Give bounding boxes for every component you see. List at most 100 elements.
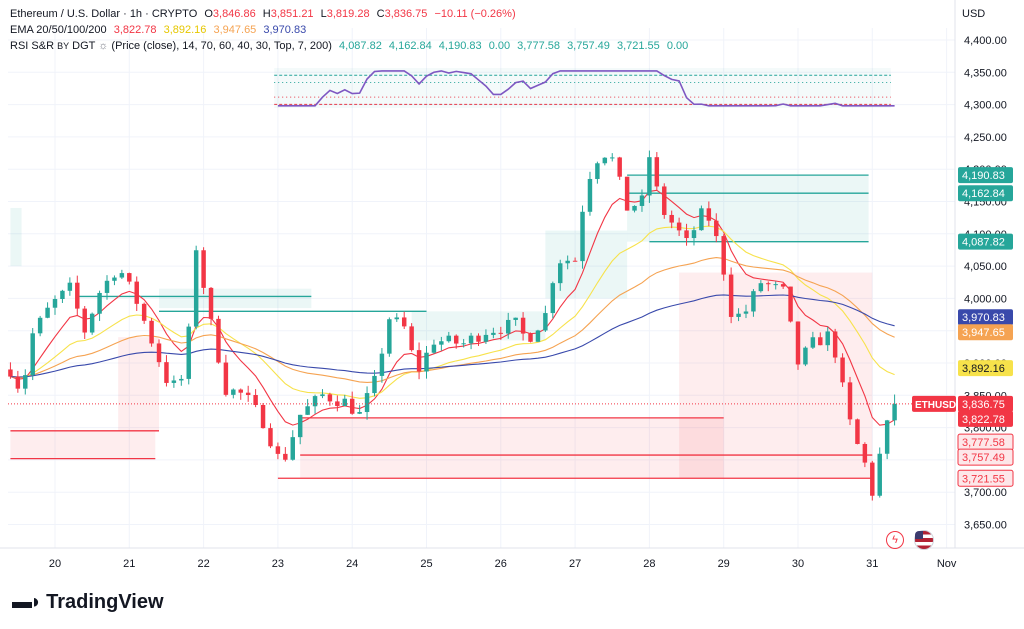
candle-body <box>855 419 860 444</box>
ema-label[interactable]: EMA 20/50/100/200 <box>10 24 107 36</box>
candle <box>840 353 845 387</box>
price-label-ema100: 3,947.65 <box>958 324 1013 341</box>
price-label-box <box>957 448 1014 466</box>
high-label: H <box>262 8 271 20</box>
tradingview-brand[interactable]: ▬◗ TradingView <box>12 591 164 614</box>
candle-body <box>379 353 385 376</box>
candle-body <box>632 205 637 211</box>
candle-body <box>491 332 496 335</box>
x-tick-label: 22 <box>197 558 209 570</box>
candle <box>580 205 585 269</box>
candle-body <box>275 446 281 454</box>
price-label-resistance: 3,721.55 <box>957 469 1014 487</box>
candle <box>216 315 221 364</box>
candle <box>186 323 191 385</box>
x-tick-label: 29 <box>718 558 730 570</box>
rsi-pane <box>274 68 895 108</box>
symbol-title[interactable]: Ethereum / U.S. Dollar · 1h · CRYPTO <box>10 8 198 20</box>
candle-body <box>758 283 764 292</box>
currency-label[interactable]: USD <box>962 8 986 20</box>
candle-body <box>320 394 325 397</box>
candle-body <box>602 157 608 164</box>
price-label-text: 3,836.75 <box>962 399 1005 411</box>
candle-body <box>706 208 712 221</box>
candle <box>461 338 466 348</box>
candle-body <box>766 283 771 285</box>
sr-zones <box>10 175 873 479</box>
candle <box>847 376 853 426</box>
lightning-icon[interactable]: ϟ <box>886 531 904 549</box>
candle <box>676 217 682 237</box>
candle-body <box>468 335 474 344</box>
sr-label[interactable]: RSI S&R <box>10 40 55 52</box>
candle <box>884 419 890 460</box>
candle-body <box>610 157 615 159</box>
candle <box>424 345 429 379</box>
candle <box>758 280 764 293</box>
candle <box>245 385 251 402</box>
candle <box>587 171 593 216</box>
sr-row: RSI S&R BY DGT ☼ (Price (close), 14, 70,… <box>10 38 688 54</box>
candle-body <box>89 313 95 333</box>
candle <box>483 329 489 344</box>
low-label: L <box>320 8 327 20</box>
candle <box>468 332 474 350</box>
candle <box>134 276 139 312</box>
candle <box>810 331 816 350</box>
candle-body <box>364 393 370 413</box>
x-tick-label: 26 <box>495 558 507 570</box>
candle <box>862 442 868 468</box>
candle <box>342 394 347 407</box>
candle-body <box>446 335 452 342</box>
candle-body <box>818 337 823 346</box>
x-tick-label: 28 <box>643 558 655 570</box>
candle-body <box>676 222 682 231</box>
price-label-box <box>958 309 1013 326</box>
candle-body <box>595 163 600 179</box>
candle-body <box>208 287 214 319</box>
candle-body <box>171 380 177 383</box>
candle <box>231 388 236 399</box>
candle <box>699 205 704 231</box>
candle <box>364 386 370 420</box>
y-tick-label: 3,650.00 <box>964 520 1007 532</box>
symbol-tag-box <box>912 395 956 412</box>
candle-body <box>409 326 414 351</box>
candle <box>632 205 637 213</box>
candle-body <box>290 437 295 460</box>
sr-by: BY <box>57 41 70 51</box>
candle-body <box>401 317 407 327</box>
y-tick-label: 4,400.00 <box>964 35 1007 47</box>
candle <box>23 369 28 395</box>
candle-body <box>461 343 466 345</box>
open-value: 3,846.86 <box>212 8 256 20</box>
candle <box>409 323 414 352</box>
candle <box>89 312 95 335</box>
candle-body <box>580 211 585 262</box>
candle <box>572 257 578 262</box>
candle <box>357 405 362 415</box>
us-flag-icon[interactable] <box>914 530 934 550</box>
sr-value-8: 0.00 <box>666 40 689 52</box>
candle-body <box>572 260 578 262</box>
candle-body <box>424 352 429 372</box>
sr-value-7: 3,721.55 <box>616 40 660 52</box>
candle-body <box>312 396 318 407</box>
candle <box>513 317 518 326</box>
candle <box>543 305 548 332</box>
time-axis: 20 21 22 23 24 25 26 27 28 29 30 31 Nov <box>49 558 957 570</box>
candle <box>112 275 117 286</box>
candle <box>30 328 35 381</box>
candle <box>37 315 43 337</box>
rsi-band <box>274 68 891 108</box>
candle-body <box>387 319 392 354</box>
price-label-ema200: 3,970.83 <box>958 309 1013 326</box>
candle <box>15 370 21 393</box>
candle-body <box>238 389 243 393</box>
candle-body <box>506 319 511 334</box>
candle <box>283 447 288 462</box>
candle-body <box>743 311 749 314</box>
candle <box>52 295 58 315</box>
candle <box>127 272 132 285</box>
